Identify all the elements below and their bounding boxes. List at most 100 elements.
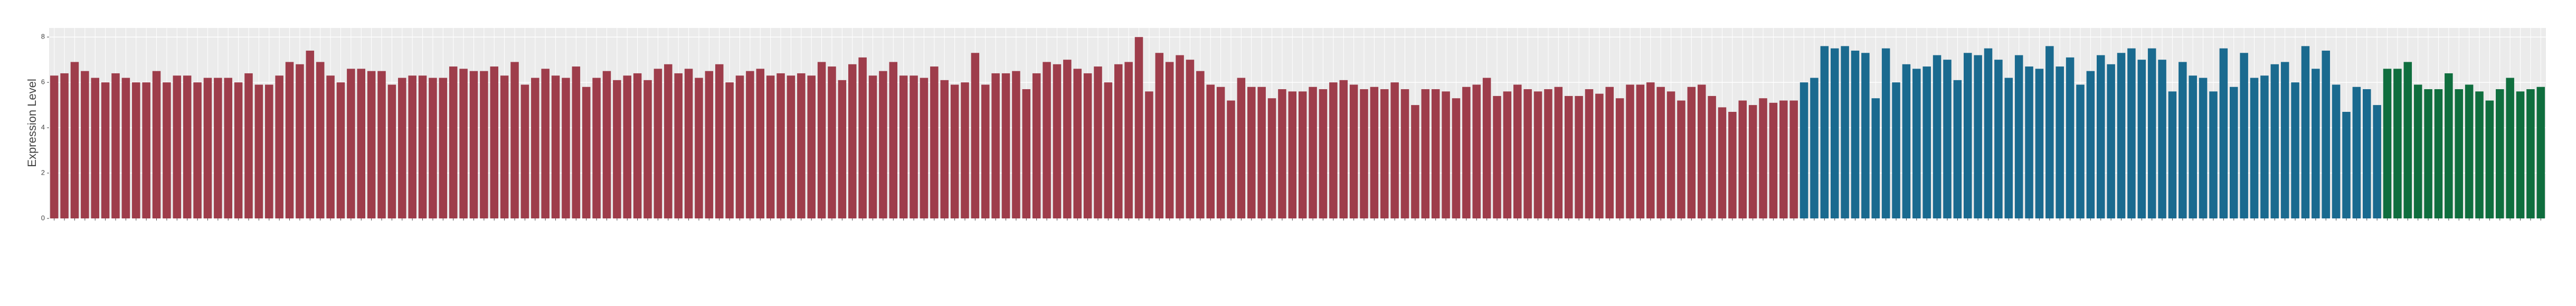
bar bbox=[2322, 50, 2330, 218]
bar bbox=[336, 82, 345, 218]
bar bbox=[613, 80, 621, 218]
bar bbox=[265, 84, 273, 218]
bar bbox=[910, 75, 918, 218]
bar bbox=[1247, 87, 1256, 218]
bar bbox=[1656, 87, 1665, 218]
bar bbox=[2107, 64, 2115, 218]
bar bbox=[1155, 53, 1164, 219]
bar bbox=[695, 78, 703, 219]
bar bbox=[1922, 66, 1931, 219]
bar bbox=[807, 75, 816, 218]
bar bbox=[60, 73, 69, 218]
bar bbox=[1237, 78, 1246, 219]
bar bbox=[2383, 69, 2392, 218]
bar bbox=[1513, 84, 1522, 218]
bar bbox=[2332, 84, 2341, 218]
bar bbox=[326, 75, 335, 218]
bar bbox=[971, 53, 980, 219]
bar bbox=[2147, 48, 2156, 218]
bar bbox=[1554, 87, 1563, 218]
y-tick-label: 0 bbox=[41, 214, 45, 222]
bar bbox=[1748, 105, 1757, 218]
bar bbox=[1544, 89, 1552, 218]
bar bbox=[674, 73, 683, 218]
bar bbox=[623, 75, 632, 218]
bar bbox=[2158, 60, 2166, 219]
bar bbox=[1319, 89, 1328, 218]
bar bbox=[418, 75, 427, 218]
bar bbox=[2137, 60, 2146, 219]
bar bbox=[1912, 69, 1921, 218]
bar bbox=[1043, 62, 1051, 218]
bar bbox=[1267, 98, 1276, 218]
bar bbox=[1881, 48, 1890, 218]
bar bbox=[254, 84, 263, 218]
bar bbox=[1636, 84, 1645, 218]
bar bbox=[1472, 84, 1481, 218]
bar bbox=[183, 75, 192, 218]
bar bbox=[347, 69, 355, 218]
bar bbox=[1820, 46, 1829, 218]
bar bbox=[2363, 89, 2371, 218]
bar bbox=[1830, 48, 1839, 218]
bar bbox=[1974, 55, 1982, 219]
bar bbox=[1769, 102, 1778, 218]
bar bbox=[541, 69, 550, 218]
bar bbox=[1533, 91, 1542, 218]
bar bbox=[1493, 95, 1501, 218]
bar bbox=[101, 82, 110, 218]
bar bbox=[1083, 73, 1092, 218]
bar bbox=[2516, 91, 2525, 218]
bar bbox=[469, 71, 478, 218]
bar bbox=[429, 78, 437, 219]
bar bbox=[2301, 46, 2310, 218]
bar bbox=[2014, 55, 2023, 219]
bar bbox=[2424, 89, 2432, 218]
bar bbox=[1810, 78, 1819, 219]
bar bbox=[2506, 78, 2514, 219]
bar bbox=[2291, 82, 2299, 218]
bar bbox=[889, 62, 898, 218]
bar bbox=[2168, 91, 2177, 218]
bar bbox=[1431, 89, 1440, 218]
bar bbox=[1605, 87, 1614, 218]
bar bbox=[776, 73, 785, 218]
bar bbox=[664, 64, 673, 218]
bar bbox=[1421, 89, 1430, 218]
bar bbox=[562, 78, 570, 219]
bar bbox=[1851, 50, 1860, 218]
bar bbox=[643, 80, 652, 218]
bar bbox=[1615, 98, 1624, 218]
bar bbox=[1145, 91, 1153, 218]
y-tick-label: 2 bbox=[41, 168, 45, 176]
bar bbox=[705, 71, 714, 218]
bar bbox=[2076, 84, 2085, 218]
bar bbox=[1411, 105, 1419, 218]
bar bbox=[1053, 64, 1062, 218]
bar bbox=[592, 78, 601, 219]
bar bbox=[111, 73, 120, 218]
bar bbox=[1124, 62, 1133, 218]
bar bbox=[2270, 64, 2279, 218]
bar bbox=[2086, 71, 2095, 218]
bar bbox=[1789, 100, 1798, 218]
bar bbox=[510, 62, 519, 218]
bar bbox=[1861, 53, 1870, 219]
bar bbox=[1329, 82, 1338, 218]
bar bbox=[121, 78, 130, 219]
bar bbox=[316, 62, 325, 218]
bar bbox=[1104, 82, 1113, 218]
bar bbox=[766, 75, 775, 218]
bar bbox=[1984, 48, 1993, 218]
bar bbox=[1442, 91, 1450, 218]
bar bbox=[214, 78, 222, 219]
bar bbox=[572, 66, 581, 219]
bar bbox=[2250, 78, 2259, 219]
bar bbox=[1073, 69, 1082, 218]
bar bbox=[70, 62, 79, 218]
bar bbox=[2260, 75, 2269, 218]
bar bbox=[2117, 53, 2126, 219]
y-tick-label: 8 bbox=[41, 33, 45, 41]
bar bbox=[91, 78, 99, 219]
bar bbox=[132, 82, 140, 218]
